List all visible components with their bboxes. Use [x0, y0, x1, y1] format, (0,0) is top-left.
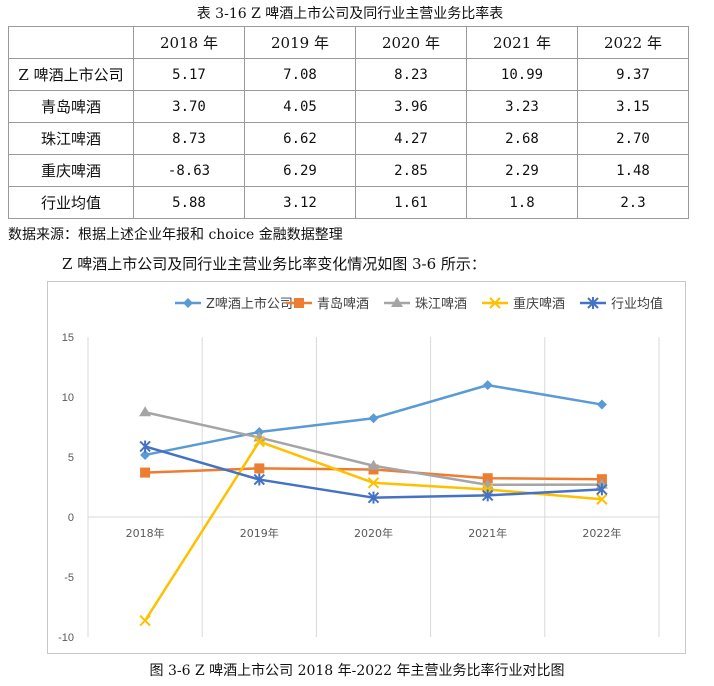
row-label: 青岛啤酒 — [8, 90, 134, 123]
legend-label: 珠江啤酒 — [415, 297, 467, 312]
table-cell: 8.23 — [355, 58, 467, 91]
header-cell: 2022 年 — [577, 26, 689, 59]
table-cell: 2.29 — [466, 154, 578, 187]
data-point — [254, 463, 265, 474]
data-point — [596, 399, 607, 410]
data-point — [139, 614, 151, 627]
row-label: 重庆啤酒 — [8, 154, 134, 187]
header-cell: 2018 年 — [133, 26, 245, 59]
legend-label: 行业均值 — [611, 296, 663, 312]
y-tick-label: 5 — [68, 452, 74, 464]
table-cell: 7.08 — [244, 58, 356, 91]
header-cell: 2021 年 — [466, 26, 578, 59]
row-label: 行业均值 — [8, 186, 134, 219]
table-cell: 2.70 — [577, 122, 689, 155]
table-cell: 5.88 — [133, 186, 245, 219]
figure-caption: 图 3-6 Z 啤酒上市公司 2018 年-2022 年主营业务比率行业对比图 — [149, 663, 565, 679]
table-cell: 3.15 — [577, 90, 689, 123]
table-row: 重庆啤酒 -8.63 6.29 2.85 2.29 1.48 — [8, 154, 689, 187]
table-cell: 3.12 — [244, 186, 356, 219]
header-cell — [8, 26, 134, 59]
table-cell: 8.73 — [133, 122, 245, 155]
table-header-row: 2018 年 2019 年 2020 年 2021 年 2022 年 — [8, 26, 689, 59]
table-row: 行业均值 5.88 3.12 1.61 1.8 2.3 — [8, 186, 689, 219]
data-point — [140, 467, 151, 478]
table-cell: 1.48 — [577, 154, 689, 187]
y-tick-label: 15 — [62, 332, 74, 344]
data-point — [367, 459, 380, 470]
legend-marker — [294, 298, 304, 308]
table-cell: 6.29 — [244, 154, 356, 187]
table-row: 青岛啤酒 3.70 4.05 3.96 3.23 3.15 — [8, 90, 689, 123]
table-cell: 3.96 — [355, 90, 467, 123]
y-tick-label: 10 — [62, 392, 74, 404]
table-cell: 2.68 — [466, 122, 578, 155]
table-cell: 1.8 — [466, 186, 578, 219]
data-point — [253, 435, 266, 448]
row-label: Z 啤酒上市公司 — [8, 58, 134, 91]
chart-svg: -10 -5 0 5 10 15 2018年 2019年 2020年 2021年 2022年 Z啤酒上… — [58, 296, 663, 644]
table-cell: 3.23 — [466, 90, 578, 123]
source-note: 数据来源：根据上述企业年报和 choice 金融数据整理 — [8, 227, 343, 243]
data-point — [481, 489, 494, 502]
table-cell: 4.05 — [244, 90, 356, 123]
data-point — [482, 473, 493, 484]
table-cell: 5.17 — [133, 58, 245, 91]
data-point — [368, 413, 379, 424]
data-point — [367, 491, 380, 504]
line-chart: -10 -5 0 5 10 15 2018年 2019年 2020年 2021年 2022年 Z啤酒上… — [47, 281, 686, 654]
table-cell: -8.63 — [133, 154, 245, 187]
y-tick-label: -5 — [64, 572, 74, 584]
x-tick-label: 2019年 — [240, 526, 279, 540]
table-cell: 10.99 — [466, 58, 578, 91]
data-point — [140, 449, 151, 460]
table-row: Z 啤酒上市公司 5.17 7.08 8.23 10.99 9.37 — [8, 58, 689, 91]
legend-marker — [183, 298, 193, 308]
header-cell: 2020 年 — [355, 26, 467, 59]
table-title: 表 3-16 Z 啤酒上市公司及同行业主营业务比率表 — [196, 6, 504, 22]
table-cell: 2.85 — [355, 154, 467, 187]
table-cell: 2.3 — [577, 186, 689, 219]
table-cell: 1.61 — [355, 186, 467, 219]
y-tick-label: -10 — [58, 632, 74, 644]
y-tick-label: 0 — [68, 512, 74, 524]
x-tick-label: 2021年 — [468, 526, 507, 540]
data-point — [139, 440, 151, 453]
data-point — [253, 473, 266, 486]
x-tick-label: 2018年 — [126, 526, 165, 540]
legend-label: 青岛啤酒 — [317, 296, 369, 312]
table-row: 珠江啤酒 8.73 6.62 4.27 2.68 2.70 — [8, 122, 689, 155]
data-point — [139, 406, 152, 417]
header-cell: 2019 年 — [244, 26, 356, 59]
table-cell: 3.70 — [133, 90, 245, 123]
table-cell: 9.37 — [577, 58, 689, 91]
x-tick-label: 2020年 — [354, 526, 393, 540]
row-label: 珠江啤酒 — [8, 122, 134, 155]
legend-label: 重庆啤酒 — [513, 296, 565, 312]
legend-marker — [587, 297, 599, 309]
table-cell: 4.27 — [355, 122, 467, 155]
legend-marker — [391, 297, 403, 307]
data-point — [596, 493, 608, 505]
table-cell: 6.62 — [244, 122, 356, 155]
legend-marker — [489, 297, 501, 309]
data-point — [367, 477, 380, 489]
ratio-table: 2018 年 2019 年 2020 年 2021 年 2022 年 Z 啤酒上… — [8, 26, 689, 219]
intro-text: Z 啤酒上市公司及同行业主营业务比率变化情况如图 3-6 所示： — [62, 255, 486, 273]
legend-label: Z啤酒上市公司 — [206, 296, 293, 312]
x-tick-label: 2022年 — [582, 526, 621, 540]
data-point — [596, 483, 608, 496]
data-point — [482, 380, 493, 391]
